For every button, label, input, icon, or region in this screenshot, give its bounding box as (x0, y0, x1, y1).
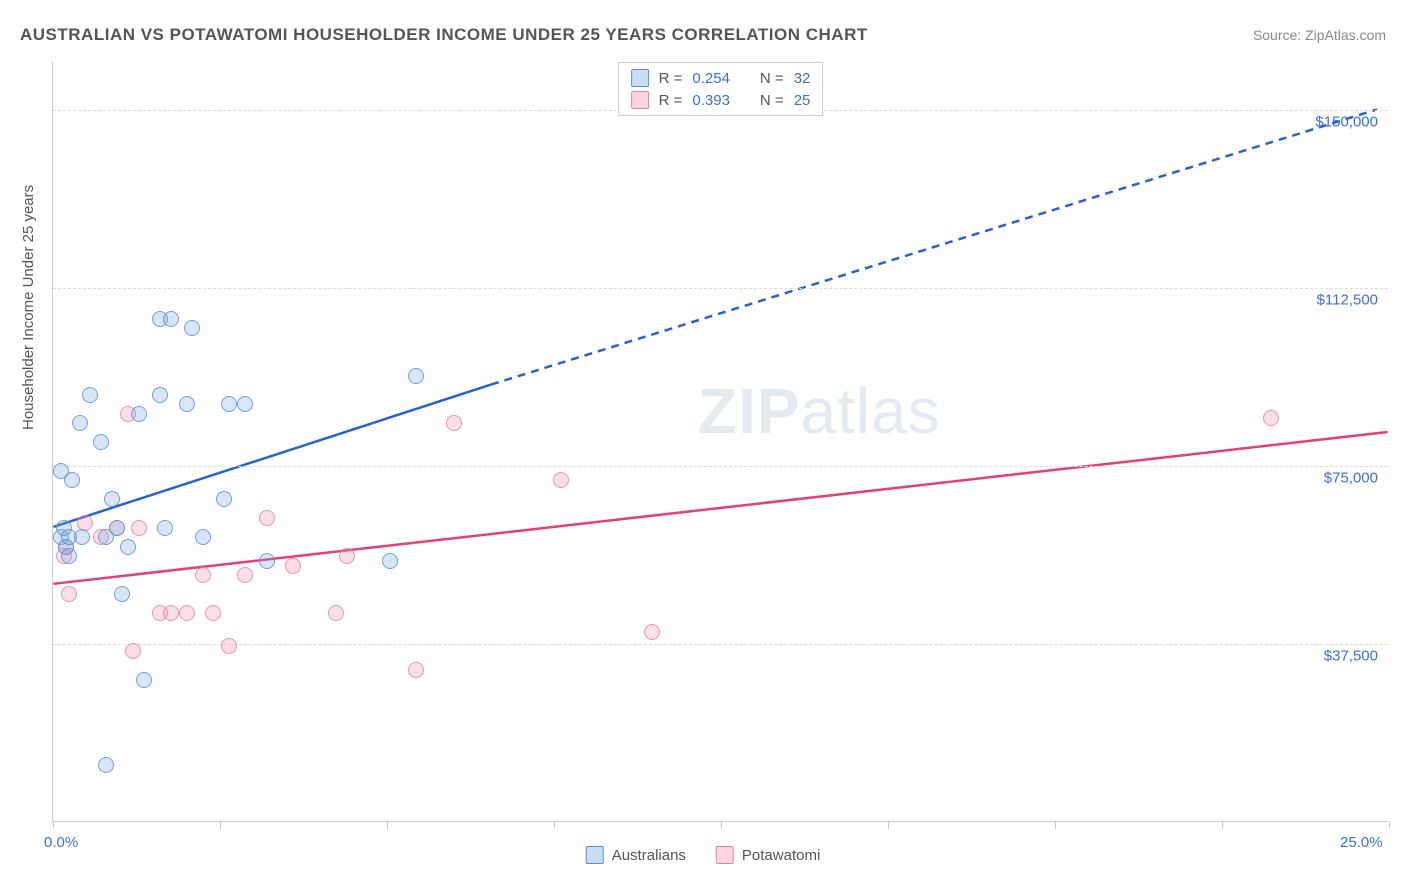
data-point (237, 567, 253, 583)
data-point (109, 520, 125, 536)
data-point (114, 586, 130, 602)
swatch-pink (716, 846, 734, 864)
data-point (1263, 410, 1279, 426)
data-point (195, 567, 211, 583)
data-point (98, 757, 114, 773)
data-point (382, 553, 398, 569)
y-grid-label: $150,000 (1315, 113, 1378, 130)
data-point (216, 491, 232, 507)
y-axis-label: Householder Income Under 25 years (20, 185, 37, 430)
legend-item-potawatomi: Potawatomi (716, 846, 820, 864)
y-grid-label: $75,000 (1324, 469, 1378, 486)
chart-source: Source: ZipAtlas.com (1253, 27, 1386, 43)
swatch-blue (586, 846, 604, 864)
data-point (259, 553, 275, 569)
data-point (82, 387, 98, 403)
data-point (157, 520, 173, 536)
y-grid-label: $37,500 (1324, 647, 1378, 664)
data-point (221, 638, 237, 654)
gridline (53, 466, 1388, 467)
data-point (72, 415, 88, 431)
data-point (221, 396, 237, 412)
data-point (152, 387, 168, 403)
legend-label: Australians (612, 847, 686, 864)
data-point (163, 311, 179, 327)
series-legend: Australians Potawatomi (586, 846, 821, 864)
data-point (61, 548, 77, 564)
data-point (339, 548, 355, 564)
chart-header: AUSTRALIAN VS POTAWATOMI HOUSEHOLDER INC… (20, 25, 1386, 45)
legend-row-pink: R = 0.393 N = 25 (631, 89, 811, 111)
data-point (179, 605, 195, 621)
trend-line (53, 432, 1387, 584)
watermark: ZIPatlas (698, 374, 941, 448)
x-tick (387, 821, 388, 829)
data-point (61, 586, 77, 602)
plot-area: R = 0.254 N = 32 R = 0.393 N = 25 ZIPatl… (52, 62, 1388, 822)
data-point (104, 491, 120, 507)
n-value: 32 (794, 70, 811, 87)
swatch-pink (631, 91, 649, 109)
data-point (328, 605, 344, 621)
data-point (163, 605, 179, 621)
watermark-zip: ZIP (698, 375, 801, 447)
correlation-legend: R = 0.254 N = 32 R = 0.393 N = 25 (618, 62, 824, 116)
legend-item-australians: Australians (586, 846, 686, 864)
n-value: 25 (794, 92, 811, 109)
x-tick (888, 821, 889, 829)
x-tick (220, 821, 221, 829)
data-point (131, 406, 147, 422)
trend-line (53, 385, 491, 527)
x-tick (721, 821, 722, 829)
r-label: R = (659, 92, 683, 109)
data-point (195, 529, 211, 545)
r-value: 0.254 (692, 70, 730, 87)
gridline (53, 644, 1388, 645)
n-label: N = (760, 92, 784, 109)
data-point (446, 415, 462, 431)
x-axis-min-label: 0.0% (44, 834, 78, 851)
chart-title: AUSTRALIAN VS POTAWATOMI HOUSEHOLDER INC… (20, 25, 868, 45)
data-point (120, 539, 136, 555)
trend-lines (53, 62, 1388, 821)
x-tick (1055, 821, 1056, 829)
n-label: N = (760, 70, 784, 87)
data-point (259, 510, 275, 526)
data-point (184, 320, 200, 336)
y-grid-label: $112,500 (1317, 291, 1378, 308)
x-tick (1222, 821, 1223, 829)
x-tick (554, 821, 555, 829)
legend-label: Potawatomi (742, 847, 820, 864)
x-axis-max-label: 25.0% (1340, 834, 1383, 851)
swatch-blue (631, 69, 649, 87)
x-tick (53, 821, 54, 829)
data-point (131, 520, 147, 536)
data-point (553, 472, 569, 488)
data-point (136, 672, 152, 688)
x-tick (1389, 821, 1390, 829)
data-point (205, 605, 221, 621)
data-point (125, 643, 141, 659)
data-point (74, 529, 90, 545)
data-point (408, 368, 424, 384)
trend-line (491, 109, 1377, 384)
data-point (179, 396, 195, 412)
r-label: R = (659, 70, 683, 87)
r-value: 0.393 (692, 92, 730, 109)
data-point (285, 558, 301, 574)
data-point (408, 662, 424, 678)
gridline (53, 288, 1388, 289)
data-point (64, 472, 80, 488)
data-point (93, 434, 109, 450)
data-point (237, 396, 253, 412)
legend-row-blue: R = 0.254 N = 32 (631, 67, 811, 89)
watermark-atlas: atlas (800, 375, 940, 447)
data-point (644, 624, 660, 640)
